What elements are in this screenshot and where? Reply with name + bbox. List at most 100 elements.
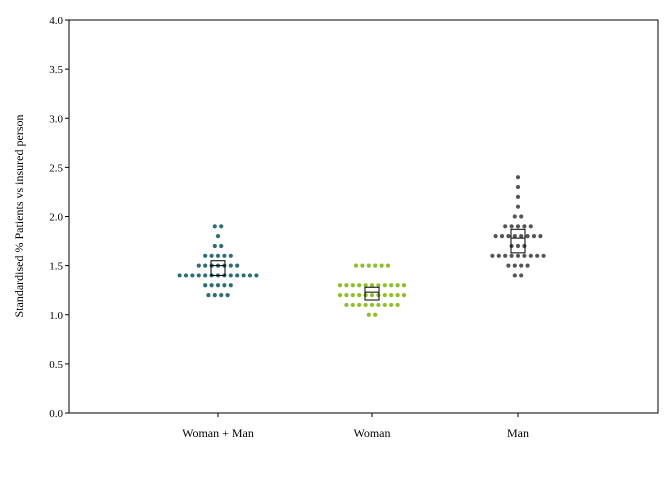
data-point <box>228 263 233 268</box>
y-tick-label: 3.0 <box>49 113 63 125</box>
series-woman <box>337 263 407 317</box>
data-point <box>525 263 530 268</box>
data-point <box>350 293 355 298</box>
data-point <box>344 302 349 308</box>
data-point <box>206 293 211 298</box>
data-point <box>528 224 533 229</box>
data-point <box>222 253 227 258</box>
data-point <box>525 234 530 239</box>
data-point <box>382 302 387 308</box>
data-point <box>376 302 381 308</box>
data-point <box>389 302 394 308</box>
quartile-box <box>364 286 380 301</box>
data-point <box>196 263 201 268</box>
x-tick-label: Woman <box>353 426 390 440</box>
data-point <box>379 263 384 268</box>
data-point <box>196 273 201 278</box>
data-point <box>363 293 368 298</box>
data-point <box>209 283 214 288</box>
data-point <box>528 253 533 258</box>
y-axis-title: Standardised % Patients vs insured perso… <box>12 115 26 318</box>
data-point <box>515 224 521 229</box>
y-tick-label: 0.0 <box>49 408 63 420</box>
data-point <box>493 234 498 239</box>
data-point <box>512 234 517 239</box>
data-point <box>222 283 227 288</box>
data-point <box>519 214 524 219</box>
data-point <box>401 293 407 298</box>
data-point <box>350 302 355 308</box>
data-point <box>503 253 508 258</box>
data-point <box>209 253 214 258</box>
data-point <box>360 263 365 268</box>
data-point <box>363 283 368 288</box>
data-point <box>241 273 246 278</box>
data-point <box>522 243 527 249</box>
data-point <box>519 234 524 239</box>
data-point <box>203 263 208 268</box>
data-point <box>515 243 521 249</box>
data-point <box>512 214 517 219</box>
data-point <box>366 312 371 317</box>
data-point <box>522 253 527 258</box>
data-point <box>228 253 233 258</box>
x-tick-label: Man <box>507 426 529 440</box>
y-tick-label: 3.5 <box>49 64 63 76</box>
data-point <box>215 253 221 258</box>
data-point <box>212 293 217 298</box>
data-point <box>522 224 527 229</box>
quartile-box <box>210 260 226 276</box>
x-axis: Woman + Man Woman Man <box>182 413 529 440</box>
data-point <box>385 263 391 268</box>
y-tick-label: 0.5 <box>49 359 63 371</box>
data-point <box>509 253 514 258</box>
data-point <box>357 283 362 288</box>
data-point <box>353 263 359 268</box>
data-point <box>531 234 537 239</box>
data-point <box>509 243 514 249</box>
data-point <box>183 273 189 278</box>
data-point <box>395 283 400 288</box>
y-tick-label: 1.5 <box>49 261 63 273</box>
data-point <box>515 175 521 180</box>
data-point <box>212 243 217 249</box>
data-point <box>215 283 221 288</box>
data-point <box>515 194 521 199</box>
y-tick-label: 4.0 <box>49 15 63 27</box>
data-point <box>369 302 375 308</box>
data-point <box>215 234 221 239</box>
data-point <box>382 283 387 288</box>
data-point <box>499 234 505 239</box>
y-tick-label: 2.0 <box>49 212 63 224</box>
data-point <box>515 204 521 209</box>
data-point <box>512 263 517 268</box>
y-tick-label: 2.5 <box>49 162 63 174</box>
data-point <box>190 273 195 278</box>
data-point <box>395 302 400 308</box>
data-point <box>382 293 387 298</box>
plot-area <box>68 19 659 414</box>
data-point <box>254 273 259 278</box>
data-point <box>373 312 378 317</box>
y-axis: 0.0 0.5 1.0 1.5 2.0 2.5 3.0 3.5 4.0 <box>49 15 69 420</box>
data-point <box>506 234 511 239</box>
data-point <box>506 263 511 268</box>
data-point <box>541 253 546 258</box>
data-point <box>503 224 508 229</box>
data-point <box>228 273 233 278</box>
series-man <box>490 175 546 278</box>
data-point <box>538 234 543 239</box>
data-point <box>228 283 233 288</box>
data-point <box>515 253 521 258</box>
data-point <box>219 293 224 298</box>
data-point <box>212 224 217 229</box>
data-point <box>357 302 362 308</box>
data-point <box>515 184 521 190</box>
y-tick-label: 1.0 <box>49 310 63 322</box>
data-point <box>203 273 208 278</box>
data-point <box>490 253 495 258</box>
series-group <box>177 175 546 317</box>
data-point <box>337 283 343 288</box>
data-point <box>496 253 501 258</box>
data-point <box>519 273 524 278</box>
